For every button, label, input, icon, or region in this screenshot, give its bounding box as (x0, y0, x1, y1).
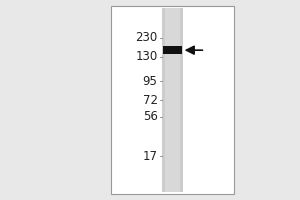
Text: 95: 95 (142, 75, 158, 88)
Text: 17: 17 (142, 150, 158, 163)
Text: 56: 56 (142, 110, 158, 123)
Bar (111, 6, 234, 194)
Bar (165, 8, 180, 192)
Bar (163, 46, 182, 54)
Bar (162, 8, 183, 192)
Text: 72: 72 (142, 94, 158, 106)
Text: 230: 230 (135, 31, 158, 44)
Text: 130: 130 (135, 50, 158, 63)
